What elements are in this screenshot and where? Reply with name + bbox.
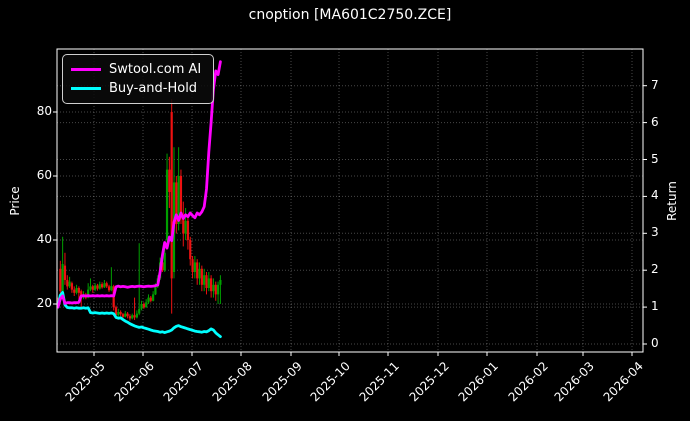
candle-body xyxy=(91,286,94,290)
right-axis-label: Return xyxy=(665,181,679,221)
buy-and-hold-line xyxy=(56,290,222,339)
candle-body xyxy=(105,283,108,287)
candle-body xyxy=(73,289,76,293)
candle-body xyxy=(142,304,145,308)
candle-body xyxy=(61,264,64,292)
price-tick-label: 60 xyxy=(36,168,52,182)
left-axis-label: Price xyxy=(8,186,22,216)
candle-body xyxy=(66,280,69,287)
candle-body xyxy=(177,176,180,224)
candle-body xyxy=(200,268,203,285)
candle-body xyxy=(165,169,169,240)
candle-body xyxy=(193,262,196,272)
candle-body xyxy=(189,240,192,260)
plot-border xyxy=(56,48,644,353)
candle-body xyxy=(94,285,97,290)
ai-line-swatch xyxy=(71,67,101,72)
return-tick-label: 1 xyxy=(651,299,659,314)
candle-body xyxy=(135,313,138,318)
candle-body xyxy=(212,284,215,292)
candle-body xyxy=(175,182,178,224)
candle-body xyxy=(117,312,120,316)
candle-body xyxy=(107,286,111,291)
price-tick-label: 20 xyxy=(36,296,52,310)
candle-body xyxy=(184,220,187,234)
candle-body xyxy=(210,278,213,292)
candle-body xyxy=(89,286,92,290)
return-tick-label: 0 xyxy=(651,336,659,350)
ai-return-line xyxy=(56,60,222,309)
candle-body xyxy=(198,268,201,279)
legend-label-bh: Buy-and-Hold xyxy=(109,81,198,96)
candle-body xyxy=(186,220,190,240)
candle-body xyxy=(203,275,206,285)
candle-body xyxy=(114,307,118,316)
candle-body xyxy=(163,252,166,271)
candle-body xyxy=(149,297,152,301)
candle-body xyxy=(131,315,134,319)
return-tick-label: 6 xyxy=(651,114,659,129)
candle-body xyxy=(191,259,194,272)
candle-body xyxy=(182,214,185,234)
return-tick-label: 7 xyxy=(651,77,659,92)
candle-body xyxy=(80,291,83,298)
candle-body xyxy=(96,285,99,289)
chart-title: cnoption [MA601C2750.ZCE] xyxy=(248,7,452,23)
candle-body xyxy=(100,284,104,288)
candle-body xyxy=(216,284,220,295)
candle-body xyxy=(133,315,136,318)
candle-body xyxy=(128,316,132,319)
candle-body xyxy=(138,308,141,314)
candle-body xyxy=(214,284,217,295)
candle-body xyxy=(70,283,74,290)
candle-body xyxy=(154,286,157,295)
candle-body xyxy=(205,275,208,288)
candle-body xyxy=(147,297,150,303)
return-tick-label: 3 xyxy=(651,225,659,240)
candle-body xyxy=(140,304,143,309)
candle-body xyxy=(77,288,80,293)
candle-body xyxy=(161,262,164,271)
return-tick-label: 2 xyxy=(651,262,659,277)
candle-body xyxy=(124,313,127,317)
candle-body xyxy=(168,169,171,192)
price-tick-label: 40 xyxy=(36,232,52,246)
candle-body xyxy=(59,268,62,292)
legend-entry-ai: Swtool.com AI xyxy=(71,60,205,79)
return-tick-label: 4 xyxy=(651,188,659,203)
price-tick-label: 80 xyxy=(36,104,52,118)
candle-body xyxy=(119,312,122,315)
return-tick-label: 5 xyxy=(651,151,659,166)
candle-body xyxy=(196,262,199,279)
candle-body xyxy=(126,313,129,317)
candle-body xyxy=(98,284,101,289)
candle-body xyxy=(75,288,78,293)
legend-label-ai: Swtool.com AI xyxy=(109,62,202,77)
candle-body xyxy=(110,286,113,291)
candle-body xyxy=(87,289,90,298)
candle-body xyxy=(145,302,148,308)
candle-body xyxy=(68,281,71,287)
candle-body xyxy=(207,278,210,288)
candle-body xyxy=(103,283,106,288)
candle-body xyxy=(219,280,222,285)
bh-line-swatch xyxy=(71,86,101,91)
candle-body xyxy=(121,314,125,317)
candle-body xyxy=(63,265,67,280)
candle-body xyxy=(179,176,183,215)
candle-body xyxy=(170,112,173,279)
candle-body xyxy=(152,294,155,301)
legend-box: Swtool.com AI Buy-and-Hold xyxy=(62,54,214,104)
legend-entry-bh: Buy-and-Hold xyxy=(71,79,205,98)
